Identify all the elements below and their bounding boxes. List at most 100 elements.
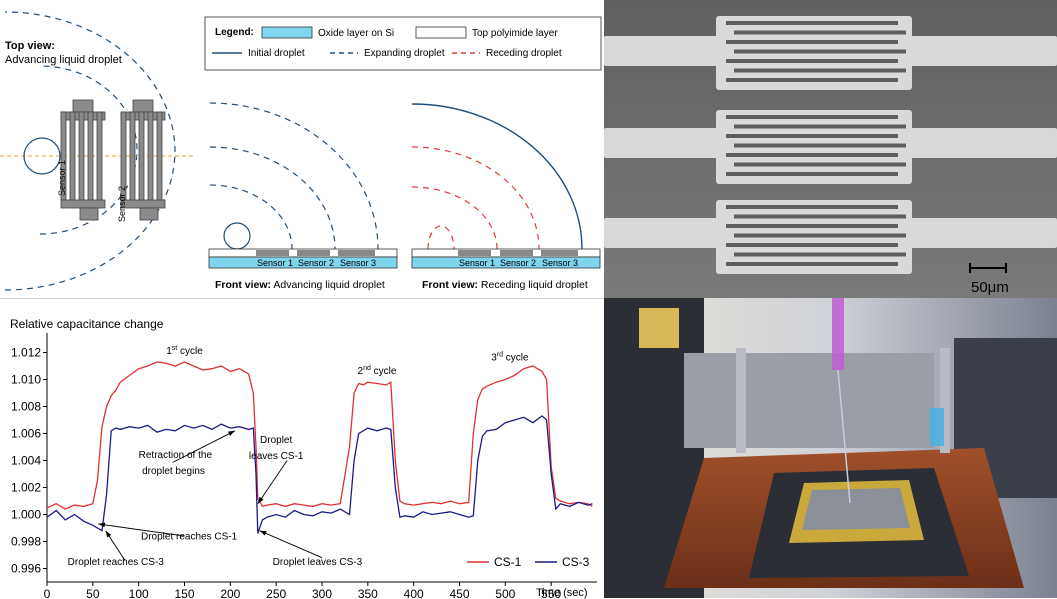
legend-oxide-swatch [261,26,313,39]
annotation-arrowhead [105,530,112,538]
x-tick-label: 100 [129,587,149,599]
adv-ring-1 [209,184,293,250]
schematic-panel: Top view: Advancing liquid droplet [0,0,604,298]
front-view-receding: Sensor 1 Sensor 2 Sensor 3 Front view: R… [411,103,601,291]
y-tick-label: 1.000 [11,508,41,522]
y-tick-label: 1.004 [11,454,41,468]
legend-box [204,16,602,71]
y-tick-label: 1.006 [11,427,41,441]
setup-photo-panel [604,298,1057,598]
scale-bar: 50μm [969,263,1009,296]
top-ring-outer [4,11,176,291]
y-tick-label: 1.008 [11,400,41,414]
rec-sensor-2-pad [500,250,533,256]
adv-sensor-2-pad [297,250,330,256]
chart-legend: CS-1 CS-3 [467,555,590,569]
rec-ring-2 [411,186,498,250]
adv-sensor-2-label: Sensor 2 [298,258,334,268]
series-line-CS-3 [46,415,593,534]
y-tick-label: 1.002 [11,481,41,495]
rec-oxide-layer [411,256,601,269]
micro-comb-1 [716,16,912,90]
series-line-CS-1 [46,361,593,510]
x-tick-label: 300 [312,587,332,599]
x-tick-label: 550 [541,587,561,599]
rec-ring-3 [427,225,455,250]
annotation-arrowhead [227,430,235,436]
x-tick-label: 150 [174,587,194,599]
photo-syringe-tip [832,298,844,370]
x-tick-label: 50 [86,587,100,599]
rec-sensor-3-pad [541,250,578,256]
annotation: Retraction of the [139,450,213,461]
annotation: Droplet reaches CS-1 [141,531,238,542]
micro-comb-2 [716,110,912,184]
adv-sensor-1-label: Sensor 1 [257,258,293,268]
legend-polyimide-swatch [415,26,467,39]
legend-expanding-label: Expanding droplet [364,48,445,59]
setup-photo [604,298,1057,598]
photo-warning-sticker [639,308,679,348]
scale-bar-label: 50μm [971,279,1009,296]
photo-needle [837,369,851,504]
adv-ring-2 [209,146,336,250]
y-tick-label: 1.010 [11,373,41,387]
photo-instrument [684,353,934,448]
legend-initial-label: Initial droplet [248,48,305,59]
annotation-arrow [257,460,288,504]
x-tick-label: 250 [266,587,286,599]
adv-oxide-layer [208,256,398,269]
rec-initial-droplet [411,103,583,250]
top-view-title: Top view: [5,40,55,52]
adv-caption: Front view: Advancing liquid droplet [215,279,385,291]
adv-sensor-3-label: Sensor 3 [340,258,376,268]
micrograph-panel: 50μm [604,0,1057,298]
x-tick-label: 450 [449,587,469,599]
legend-title: Legend: [215,27,254,38]
legend-label-CS-3: CS-3 [562,555,590,569]
legend-receding-label: Receding droplet [486,48,562,59]
micrograph-svg: 50μm [604,0,1057,298]
top-view-subtitle: Advancing liquid droplet [5,54,122,66]
x-axis-label: Time (sec) [536,587,588,599]
legend-oxide-label: Oxide layer on Si [318,28,394,39]
sensor-2-comb [120,99,166,221]
y-tick-label: 1.012 [11,346,41,360]
top-ring-inner [39,65,138,235]
chart-panel: Relative capacitance change 0.996 0.998 1.… [0,298,604,599]
annotation-arrowhead [98,522,106,528]
annotation-arrowhead [259,530,267,536]
adv-initial-droplet [223,222,251,250]
adv-ring-3 [209,102,379,250]
rec-sensor-1-pad [458,250,491,256]
adv-sensor-3-pad [338,250,375,256]
legend-label-CS-1: CS-1 [494,555,522,569]
annotation: droplet begins [142,466,205,477]
rec-sensor-2-label: Sensor 2 [500,258,536,268]
y-tick-label: 0.998 [11,535,41,549]
x-tick-label: 200 [220,587,240,599]
annotation: leaves CS-1 [249,451,304,462]
x-tick-label: 0 [44,587,51,599]
x-tick-label: 350 [358,587,378,599]
photo-standoff-left [736,348,746,453]
annotation: 1st cycle [166,345,203,357]
capacitance-chart: Relative capacitance change 0.996 0.998 1.… [10,317,597,599]
chart-series [46,361,593,534]
top-view-expanding-rings [4,11,176,291]
annotation: Droplet leaves CS-3 [273,557,363,568]
schematic-svg: Top view: Advancing liquid droplet [0,11,602,291]
sensor-1-comb [60,99,106,221]
annotation: Droplet [260,435,292,446]
micro-electrode-combs [716,16,912,274]
rec-sensor-3-label: Sensor 3 [542,258,578,268]
rec-ring-1 [411,146,540,250]
front-view-advancing: Sensor 1 Sensor 2 Sensor 3 Front view: A… [208,102,398,291]
top-initial-droplet [23,137,61,175]
annotation-arrow [172,430,236,463]
annotation-arrow [259,530,323,559]
legend-polyimide-label: Top polyimide layer [472,28,558,39]
photo-die [802,488,910,530]
photo-standoff-glow [930,408,944,446]
